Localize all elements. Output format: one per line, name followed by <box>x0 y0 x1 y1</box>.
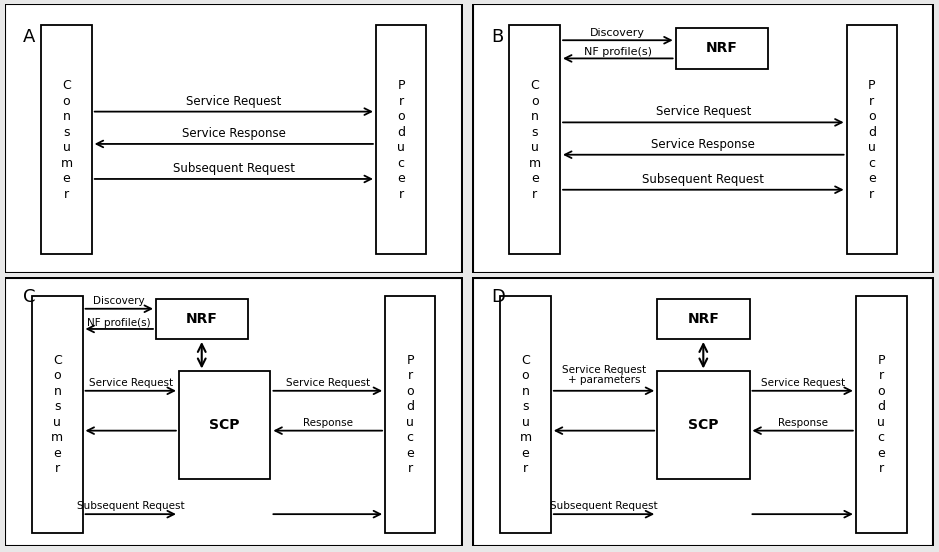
Text: Discovery: Discovery <box>94 296 145 306</box>
Text: SCP: SCP <box>688 418 718 432</box>
Text: D: D <box>491 288 504 306</box>
Text: SCP: SCP <box>209 418 239 432</box>
Text: Subsequent Request: Subsequent Request <box>550 501 658 512</box>
Text: P
r
o
d
u
c
e
r: P r o d u c e r <box>407 354 414 475</box>
Text: P
r
o
d
u
c
e
r: P r o d u c e r <box>868 79 876 200</box>
Text: C
o
n
s
u
m
e
r: C o n s u m e r <box>52 354 64 475</box>
Text: Subsequent Request: Subsequent Request <box>642 173 764 185</box>
Text: NF profile(s): NF profile(s) <box>87 317 151 327</box>
Text: P
r
o
d
u
c
e
r: P r o d u c e r <box>397 79 405 200</box>
Text: C
o
n
s
u
m
e
r: C o n s u m e r <box>519 354 531 475</box>
Bar <box>847 25 898 254</box>
Text: C
o
n
s
u
m
e
r: C o n s u m e r <box>60 79 72 200</box>
Bar <box>509 25 560 254</box>
Text: Subsequent Request: Subsequent Request <box>77 501 185 512</box>
Text: Service Response: Service Response <box>652 137 755 151</box>
Text: A: A <box>23 28 36 46</box>
Bar <box>657 371 749 479</box>
Bar <box>385 296 436 533</box>
Text: Service Request: Service Request <box>186 94 282 108</box>
Bar <box>156 299 248 339</box>
Text: Service Request: Service Request <box>285 378 370 388</box>
Text: C
o
n
s
u
m
e
r: C o n s u m e r <box>529 79 541 200</box>
Bar <box>41 25 92 254</box>
Text: Response: Response <box>302 418 353 428</box>
Text: Discovery: Discovery <box>591 28 645 38</box>
Text: NRF: NRF <box>687 312 719 326</box>
Text: C: C <box>23 288 36 306</box>
Text: NRF: NRF <box>186 312 218 326</box>
Text: Service Response: Service Response <box>182 127 285 140</box>
Text: Service Request
+ parameters: Service Request + parameters <box>562 364 646 385</box>
Bar <box>178 371 270 479</box>
Text: NRF: NRF <box>706 41 738 55</box>
Text: P
r
o
d
u
c
e
r: P r o d u c e r <box>877 354 885 475</box>
Text: NF profile(s): NF profile(s) <box>584 47 652 57</box>
Bar <box>675 28 768 68</box>
Text: Service Request: Service Request <box>655 105 751 118</box>
Text: Subsequent Request: Subsequent Request <box>173 162 295 175</box>
Bar <box>32 296 83 533</box>
Bar <box>376 25 426 254</box>
Text: Response: Response <box>777 418 827 428</box>
Bar <box>500 296 551 533</box>
Text: B: B <box>491 28 503 46</box>
Text: Service Request: Service Request <box>761 378 845 388</box>
Text: Service Request: Service Request <box>88 378 173 388</box>
Bar <box>855 296 906 533</box>
Bar <box>657 299 749 339</box>
